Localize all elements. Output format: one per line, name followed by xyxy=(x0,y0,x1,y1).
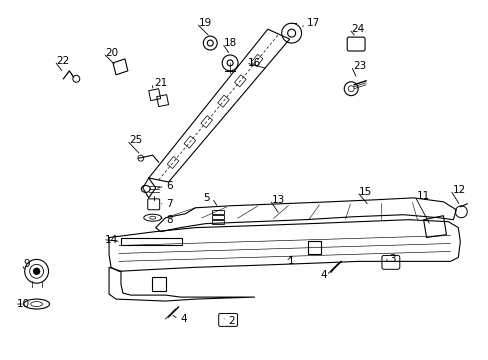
Text: 14: 14 xyxy=(105,234,118,244)
Text: 19: 19 xyxy=(198,18,211,28)
Text: 5: 5 xyxy=(203,193,210,203)
Text: 2: 2 xyxy=(228,316,234,326)
Text: 8: 8 xyxy=(166,215,173,225)
Text: 25: 25 xyxy=(129,135,142,145)
Text: 16: 16 xyxy=(247,58,261,68)
Text: 17: 17 xyxy=(306,18,319,28)
Text: 10: 10 xyxy=(17,299,30,309)
Text: 6: 6 xyxy=(166,181,173,191)
Text: 7: 7 xyxy=(166,199,173,209)
Text: 20: 20 xyxy=(105,48,118,58)
Text: 24: 24 xyxy=(350,24,364,34)
Text: 15: 15 xyxy=(358,187,371,197)
Text: 4: 4 xyxy=(320,270,326,280)
Text: 13: 13 xyxy=(271,195,285,205)
Text: 11: 11 xyxy=(416,191,429,201)
Text: 9: 9 xyxy=(24,259,30,269)
Text: 22: 22 xyxy=(56,56,70,66)
Text: 12: 12 xyxy=(451,185,465,195)
Text: 21: 21 xyxy=(154,78,167,88)
Text: 1: 1 xyxy=(287,256,294,266)
Text: 4: 4 xyxy=(180,314,187,324)
Text: 23: 23 xyxy=(352,61,366,71)
Text: 18: 18 xyxy=(224,38,237,48)
Text: 3: 3 xyxy=(388,255,395,264)
Circle shape xyxy=(34,268,40,274)
